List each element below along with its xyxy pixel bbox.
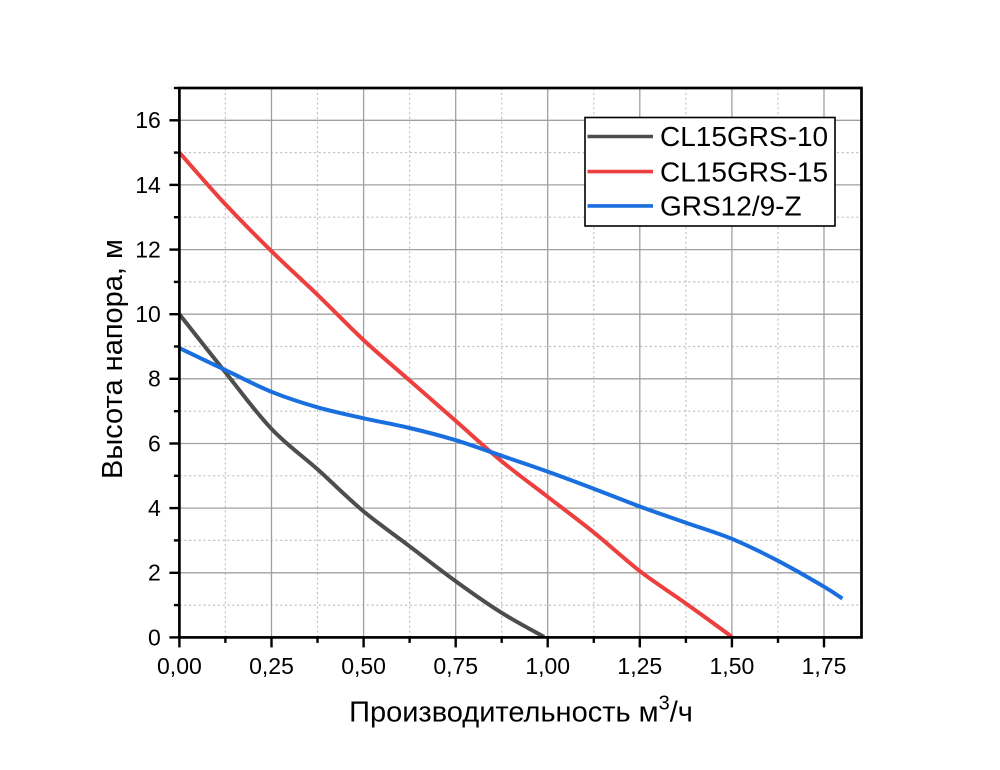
svg-text:8: 8: [148, 366, 161, 392]
svg-text:0,50: 0,50: [341, 653, 386, 679]
svg-text:GRS12/9-Z: GRS12/9-Z: [660, 191, 802, 222]
svg-text:2: 2: [148, 560, 161, 586]
svg-text:CL15GRS-15: CL15GRS-15: [660, 156, 828, 187]
svg-text:1,25: 1,25: [617, 653, 662, 679]
svg-text:0,00: 0,00: [157, 653, 202, 679]
svg-text:1,75: 1,75: [802, 653, 847, 679]
svg-text:Высота напора, м: Высота напора, м: [97, 239, 129, 479]
svg-text:0,75: 0,75: [433, 653, 478, 679]
svg-text:1,50: 1,50: [710, 653, 755, 679]
svg-text:0,25: 0,25: [249, 653, 294, 679]
svg-text:1,00: 1,00: [525, 653, 570, 679]
svg-text:16: 16: [135, 107, 161, 133]
svg-text:CL15GRS-10: CL15GRS-10: [660, 121, 828, 152]
svg-text:0: 0: [148, 624, 161, 650]
svg-text:10: 10: [135, 301, 161, 327]
svg-text:12: 12: [135, 237, 161, 263]
svg-text:4: 4: [148, 495, 161, 521]
svg-text:Производительность м3/ч: Производительность м3/ч: [349, 693, 693, 729]
svg-text:14: 14: [135, 172, 161, 198]
svg-text:6: 6: [148, 430, 161, 456]
